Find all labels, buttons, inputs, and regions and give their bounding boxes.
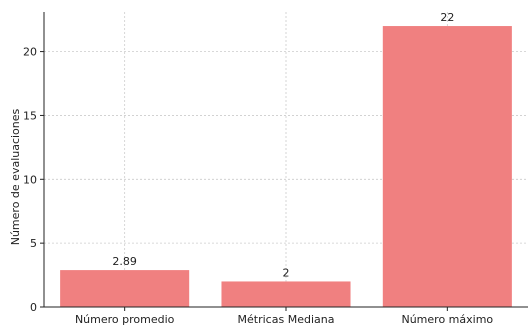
- y-tick-label: 15: [23, 109, 37, 122]
- axes: [40, 12, 528, 311]
- bars: [60, 26, 512, 308]
- data-label: 22: [440, 11, 454, 24]
- y-tick-label: 0: [30, 301, 37, 314]
- bar: [382, 26, 512, 308]
- bar: [60, 270, 190, 307]
- x-tick-label: Número promedio: [75, 313, 175, 326]
- bar: [221, 281, 351, 307]
- x-tick-label: Número máximo: [401, 313, 493, 326]
- y-tick-label: 10: [23, 173, 37, 186]
- y-tick-labels: 0 5 10 15 20: [23, 46, 37, 314]
- y-tick-label: 20: [23, 46, 37, 59]
- data-label: 2: [283, 266, 290, 279]
- x-tick-label: Métricas Mediana: [238, 313, 335, 326]
- x-tick-labels: Número promedio Métricas Mediana Número má…: [75, 313, 493, 326]
- y-axis-label: Número de evaluaciones: [9, 108, 22, 245]
- y-tick-label: 5: [30, 237, 37, 250]
- data-label: 2.89: [112, 255, 137, 268]
